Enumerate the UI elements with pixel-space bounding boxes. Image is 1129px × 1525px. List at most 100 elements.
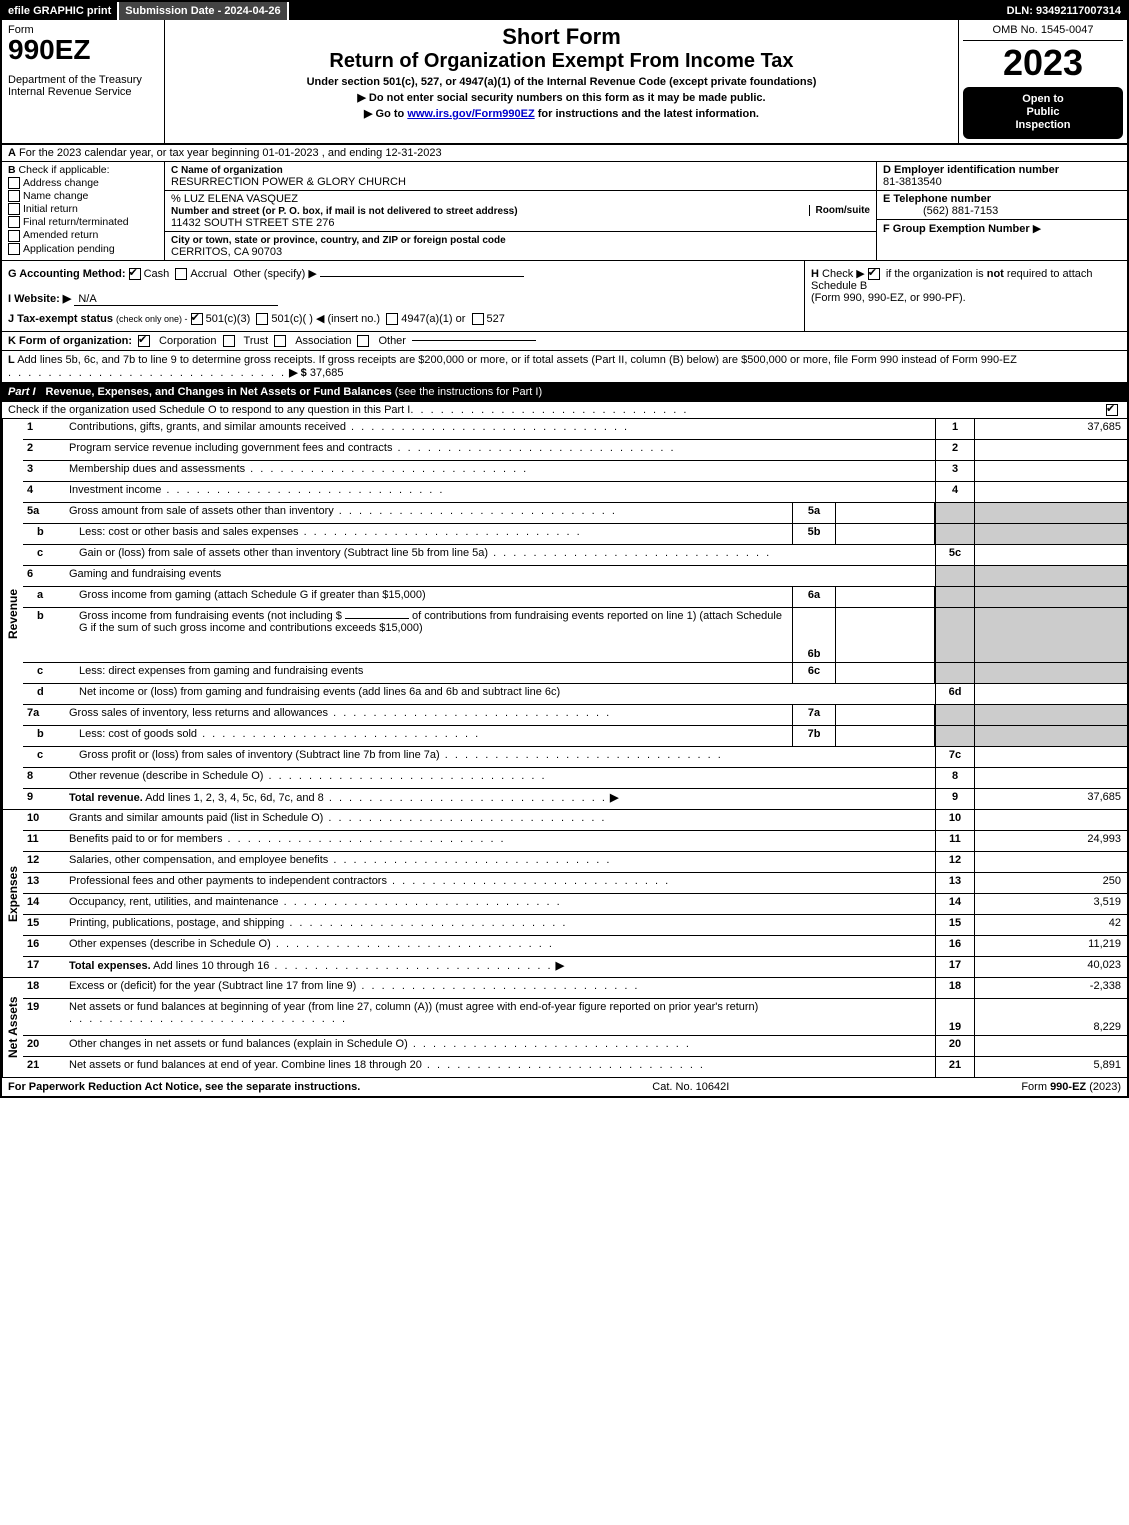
address-change-checkbox[interactable] [8, 177, 20, 189]
ln21-desc: Net assets or fund balances at end of ye… [69, 1059, 422, 1071]
ln5b-mnum: 5b [792, 524, 836, 544]
ln9-desc2: Add lines 1, 2, 3, 4, 5c, 6d, 7c, and 8 [143, 792, 324, 804]
ln21-rval: 5,891 [974, 1057, 1127, 1077]
corporation-checkbox[interactable] [138, 335, 150, 347]
ln9-num: 9 [23, 789, 65, 809]
ln19-rnum: 19 [935, 999, 974, 1035]
ln17-desc: Total expenses. [69, 960, 151, 972]
tax-year: 2023 [963, 41, 1123, 85]
net-assets-side-label: Net Assets [2, 978, 23, 1077]
501c3-checkbox[interactable] [191, 313, 203, 325]
efile-print-button[interactable]: efile GRAPHIC print [2, 2, 119, 20]
footer-form-num: 990-EZ [1050, 1081, 1086, 1093]
part-i-check-text: Check if the organization used Schedule … [8, 404, 410, 416]
ln6-desc: Gaming and fundraising events [69, 568, 221, 580]
ln3-rval [974, 461, 1127, 481]
opt-other-method: Other (specify) ▶ [233, 268, 317, 280]
header-left: Form 990EZ Department of the Treasury In… [2, 20, 165, 143]
application-pending-checkbox[interactable] [8, 243, 20, 255]
no-ssn-warning: ▶ Do not enter social security numbers o… [171, 91, 952, 104]
ln20-rnum: 20 [935, 1036, 974, 1056]
opt-527: 527 [487, 313, 505, 325]
ln19-rval: 8,229 [974, 999, 1127, 1035]
ln11-num: 11 [23, 831, 65, 851]
cash-checkbox[interactable] [129, 268, 141, 280]
ln7c-num: c [23, 747, 75, 767]
ln13-rval: 250 [974, 873, 1127, 893]
row-k: K Form of organization: Corporation Trus… [2, 332, 1127, 351]
other-method-input[interactable] [320, 276, 524, 277]
final-return-checkbox[interactable] [8, 216, 20, 228]
ln8-desc: Other revenue (describe in Schedule O) [69, 770, 263, 782]
accrual-checkbox[interactable] [175, 268, 187, 280]
ln6a-mnum: 6a [792, 587, 836, 607]
ln20-num: 20 [23, 1036, 65, 1056]
public-inspection-badge: Open to Public Inspection [963, 87, 1123, 139]
501c-checkbox[interactable] [256, 313, 268, 325]
short-form-title: Short Form [171, 24, 952, 50]
ln6d-rnum: 6d [935, 684, 974, 704]
ln7a-rnum-shaded [935, 705, 974, 725]
ln5b-rval-shaded [974, 524, 1127, 544]
ln9-arrow: ▶ [610, 792, 618, 804]
opt-name-change: Name change [23, 190, 88, 202]
ln3-rnum: 3 [935, 461, 974, 481]
ln6b-mnum: 6b [792, 608, 836, 662]
527-checkbox[interactable] [472, 313, 484, 325]
part-i-title: Revenue, Expenses, and Changes in Net As… [46, 386, 392, 398]
ln17-num: 17 [23, 957, 65, 977]
ln9-desc: Total revenue. [69, 792, 143, 804]
ln14-rval: 3,519 [974, 894, 1127, 914]
name-of-org-label: Name of organization [181, 165, 283, 176]
ln16-rnum: 16 [935, 936, 974, 956]
ln1-rval: 37,685 [974, 419, 1127, 439]
dept-label: Department of the Treasury [8, 74, 158, 86]
street-value: 11432 SOUTH STREET STE 276 [171, 217, 334, 229]
ln6b-contrib-input[interactable] [345, 618, 409, 619]
irs-link[interactable]: www.irs.gov/Form990EZ [407, 108, 534, 120]
ln11-rval: 24,993 [974, 831, 1127, 851]
ln14-num: 14 [23, 894, 65, 914]
ln13-rnum: 13 [935, 873, 974, 893]
row-l: L Add lines 5b, 6c, and 7b to line 9 to … [2, 351, 1127, 383]
ein-label: D Employer identification number [883, 164, 1059, 176]
under-section: Under section 501(c), 527, or 4947(a)(1)… [171, 76, 952, 88]
amended-return-checkbox[interactable] [8, 230, 20, 242]
row-l-text: Add lines 5b, 6c, and 7b to line 9 to de… [17, 354, 1017, 366]
name-change-checkbox[interactable] [8, 190, 20, 202]
ln2-rnum: 2 [935, 440, 974, 460]
other-org-input[interactable] [412, 340, 536, 341]
association-checkbox[interactable] [274, 335, 286, 347]
ln10-rnum: 10 [935, 810, 974, 830]
ln12-rnum: 12 [935, 852, 974, 872]
row-a-text: For the 2023 calendar year, or tax year … [19, 147, 442, 159]
ln15-rnum: 15 [935, 915, 974, 935]
badge-line-1: Open to [967, 93, 1119, 106]
other-org-checkbox[interactable] [357, 335, 369, 347]
row-h-check-arrow: Check ▶ [822, 268, 865, 280]
opt-corporation: Corporation [159, 335, 216, 347]
opt-app-pending: Application pending [23, 243, 115, 255]
trust-checkbox[interactable] [223, 335, 235, 347]
ln6c-rval-shaded [974, 663, 1127, 683]
4947-checkbox[interactable] [386, 313, 398, 325]
ln5b-num: b [23, 524, 75, 544]
ln3-num: 3 [23, 461, 65, 481]
phone-value: (562) 881-7153 [883, 205, 998, 217]
header-center: Short Form Return of Organization Exempt… [165, 20, 958, 143]
schedule-o-checkbox[interactable] [1106, 404, 1118, 416]
initial-return-checkbox[interactable] [8, 203, 20, 215]
ln5a-num: 5a [23, 503, 65, 523]
ln7b-rval-shaded [974, 726, 1127, 746]
irs-label: Internal Revenue Service [8, 86, 158, 98]
schedule-b-checkbox[interactable] [868, 268, 880, 280]
row-g: G Accounting Method: Cash Accrual Other … [2, 261, 804, 331]
website-value: N/A [74, 293, 278, 306]
expenses-side-label: Expenses [2, 810, 23, 977]
row-h-t2: if the organization is [886, 268, 987, 280]
ln3-desc: Membership dues and assessments [69, 463, 245, 475]
ln5b-mval [836, 524, 935, 544]
ln4-num: 4 [23, 482, 65, 502]
form-container: efile GRAPHIC print Submission Date - 20… [0, 0, 1129, 1098]
expenses-section: Expenses 10Grants and similar amounts pa… [2, 810, 1127, 978]
